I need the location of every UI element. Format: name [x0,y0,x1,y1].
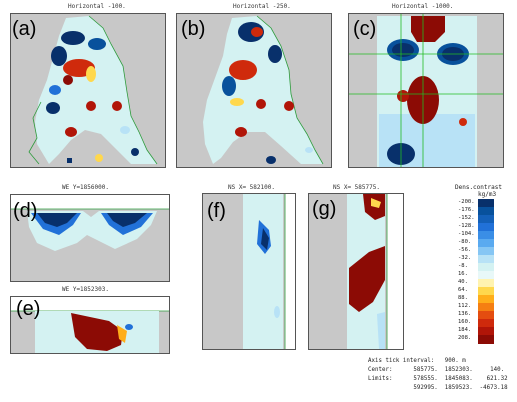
panel-d-letter: (d) [13,200,38,222]
colorbar-swatch [478,319,494,328]
colorbar-label: -104. [458,231,475,237]
colorbar-label: -200. [458,199,475,205]
panel-b-horizontal-250 [176,13,332,168]
panel-f-letter: (f) [207,200,226,222]
colorbar-swatch [478,279,494,288]
panel-g-letter: (g) [312,198,337,220]
limits-values-2: 592995. 1859523. -4673.18 [368,385,508,391]
colorbar-label: -32. [458,255,472,261]
colorbar-label: 208. [458,335,472,341]
panel-a-horizontal-100 [10,13,166,168]
panel-g-title: NS X= 585775. [333,184,380,191]
panel-f-title: NS X= 582100. [228,184,275,191]
colorbar-swatch [478,207,494,216]
colorbar-label: 88. [458,295,468,301]
panel-c-letter: (c) [353,18,377,40]
colorbar-label: 40. [458,279,468,285]
panel-c-title: Horizontal -1000. [392,3,454,10]
colorbar-swatch [478,287,494,296]
colorbar-label: -176. [458,207,475,213]
panel-c-horizontal-1000 [348,13,504,168]
panel-d-title: WE Y=1856000. [62,184,109,191]
panel-a-letter: (a) [12,18,37,40]
colorbar-swatch [478,215,494,224]
panel-e-letter: (e) [16,298,41,320]
colorbar-label: 16. [458,271,468,277]
colorbar-swatch [478,295,494,304]
colorbar-unit: kg/m3 [478,191,497,198]
panel-f-section-ns [202,193,296,350]
colorbar-label: 64. [458,287,468,293]
colorbar-swatch [478,255,494,264]
colorbar-swatch [478,335,494,344]
colorbar-swatch [478,223,494,232]
limits-values: Limits: 578555. 1845083. 621.32 [368,376,508,382]
colorbar-label: -152. [458,215,475,221]
colorbar [478,199,494,344]
panel-d-section-we [10,194,170,282]
colorbar-label: -128. [458,223,475,229]
panel-e-title: WE Y=1852303. [62,286,109,293]
colorbar-title: Dens.contrast [455,184,502,191]
panel-g-section-ns [308,193,404,350]
center-values: Center: 585775. 1852303. 140. [368,367,505,373]
colorbar-swatch [478,199,494,208]
colorbar-labels: -200. -176. -152. -128. -104. -80. -56. -32. -8.… [458,199,478,349]
colorbar-swatch [478,303,494,312]
colorbar-label: 160. [458,319,472,325]
panel-b-letter: (b) [181,18,206,40]
panel-a-title: Horizontal -100. [68,3,126,10]
colorbar-swatches [478,199,494,344]
colorbar-swatch [478,231,494,240]
colorbar-label: 112. [458,303,472,309]
colorbar-label: -80. [458,239,472,245]
colorbar-swatch [478,239,494,248]
colorbar-swatch [478,263,494,272]
colorbar-swatch [478,271,494,280]
colorbar-label: 136. [458,311,472,317]
panel-b-title: Horizontal -250. [233,3,291,10]
panel-e-section-we [10,296,170,354]
colorbar-swatch [478,327,494,336]
axis-tick-interval: Axis tick interval: 900. m [368,358,466,364]
colorbar-label: -8. [458,263,468,269]
colorbar-label: 184. [458,327,472,333]
colorbar-swatch [478,311,494,320]
colorbar-label: -56. [458,247,472,253]
colorbar-swatch [478,247,494,256]
